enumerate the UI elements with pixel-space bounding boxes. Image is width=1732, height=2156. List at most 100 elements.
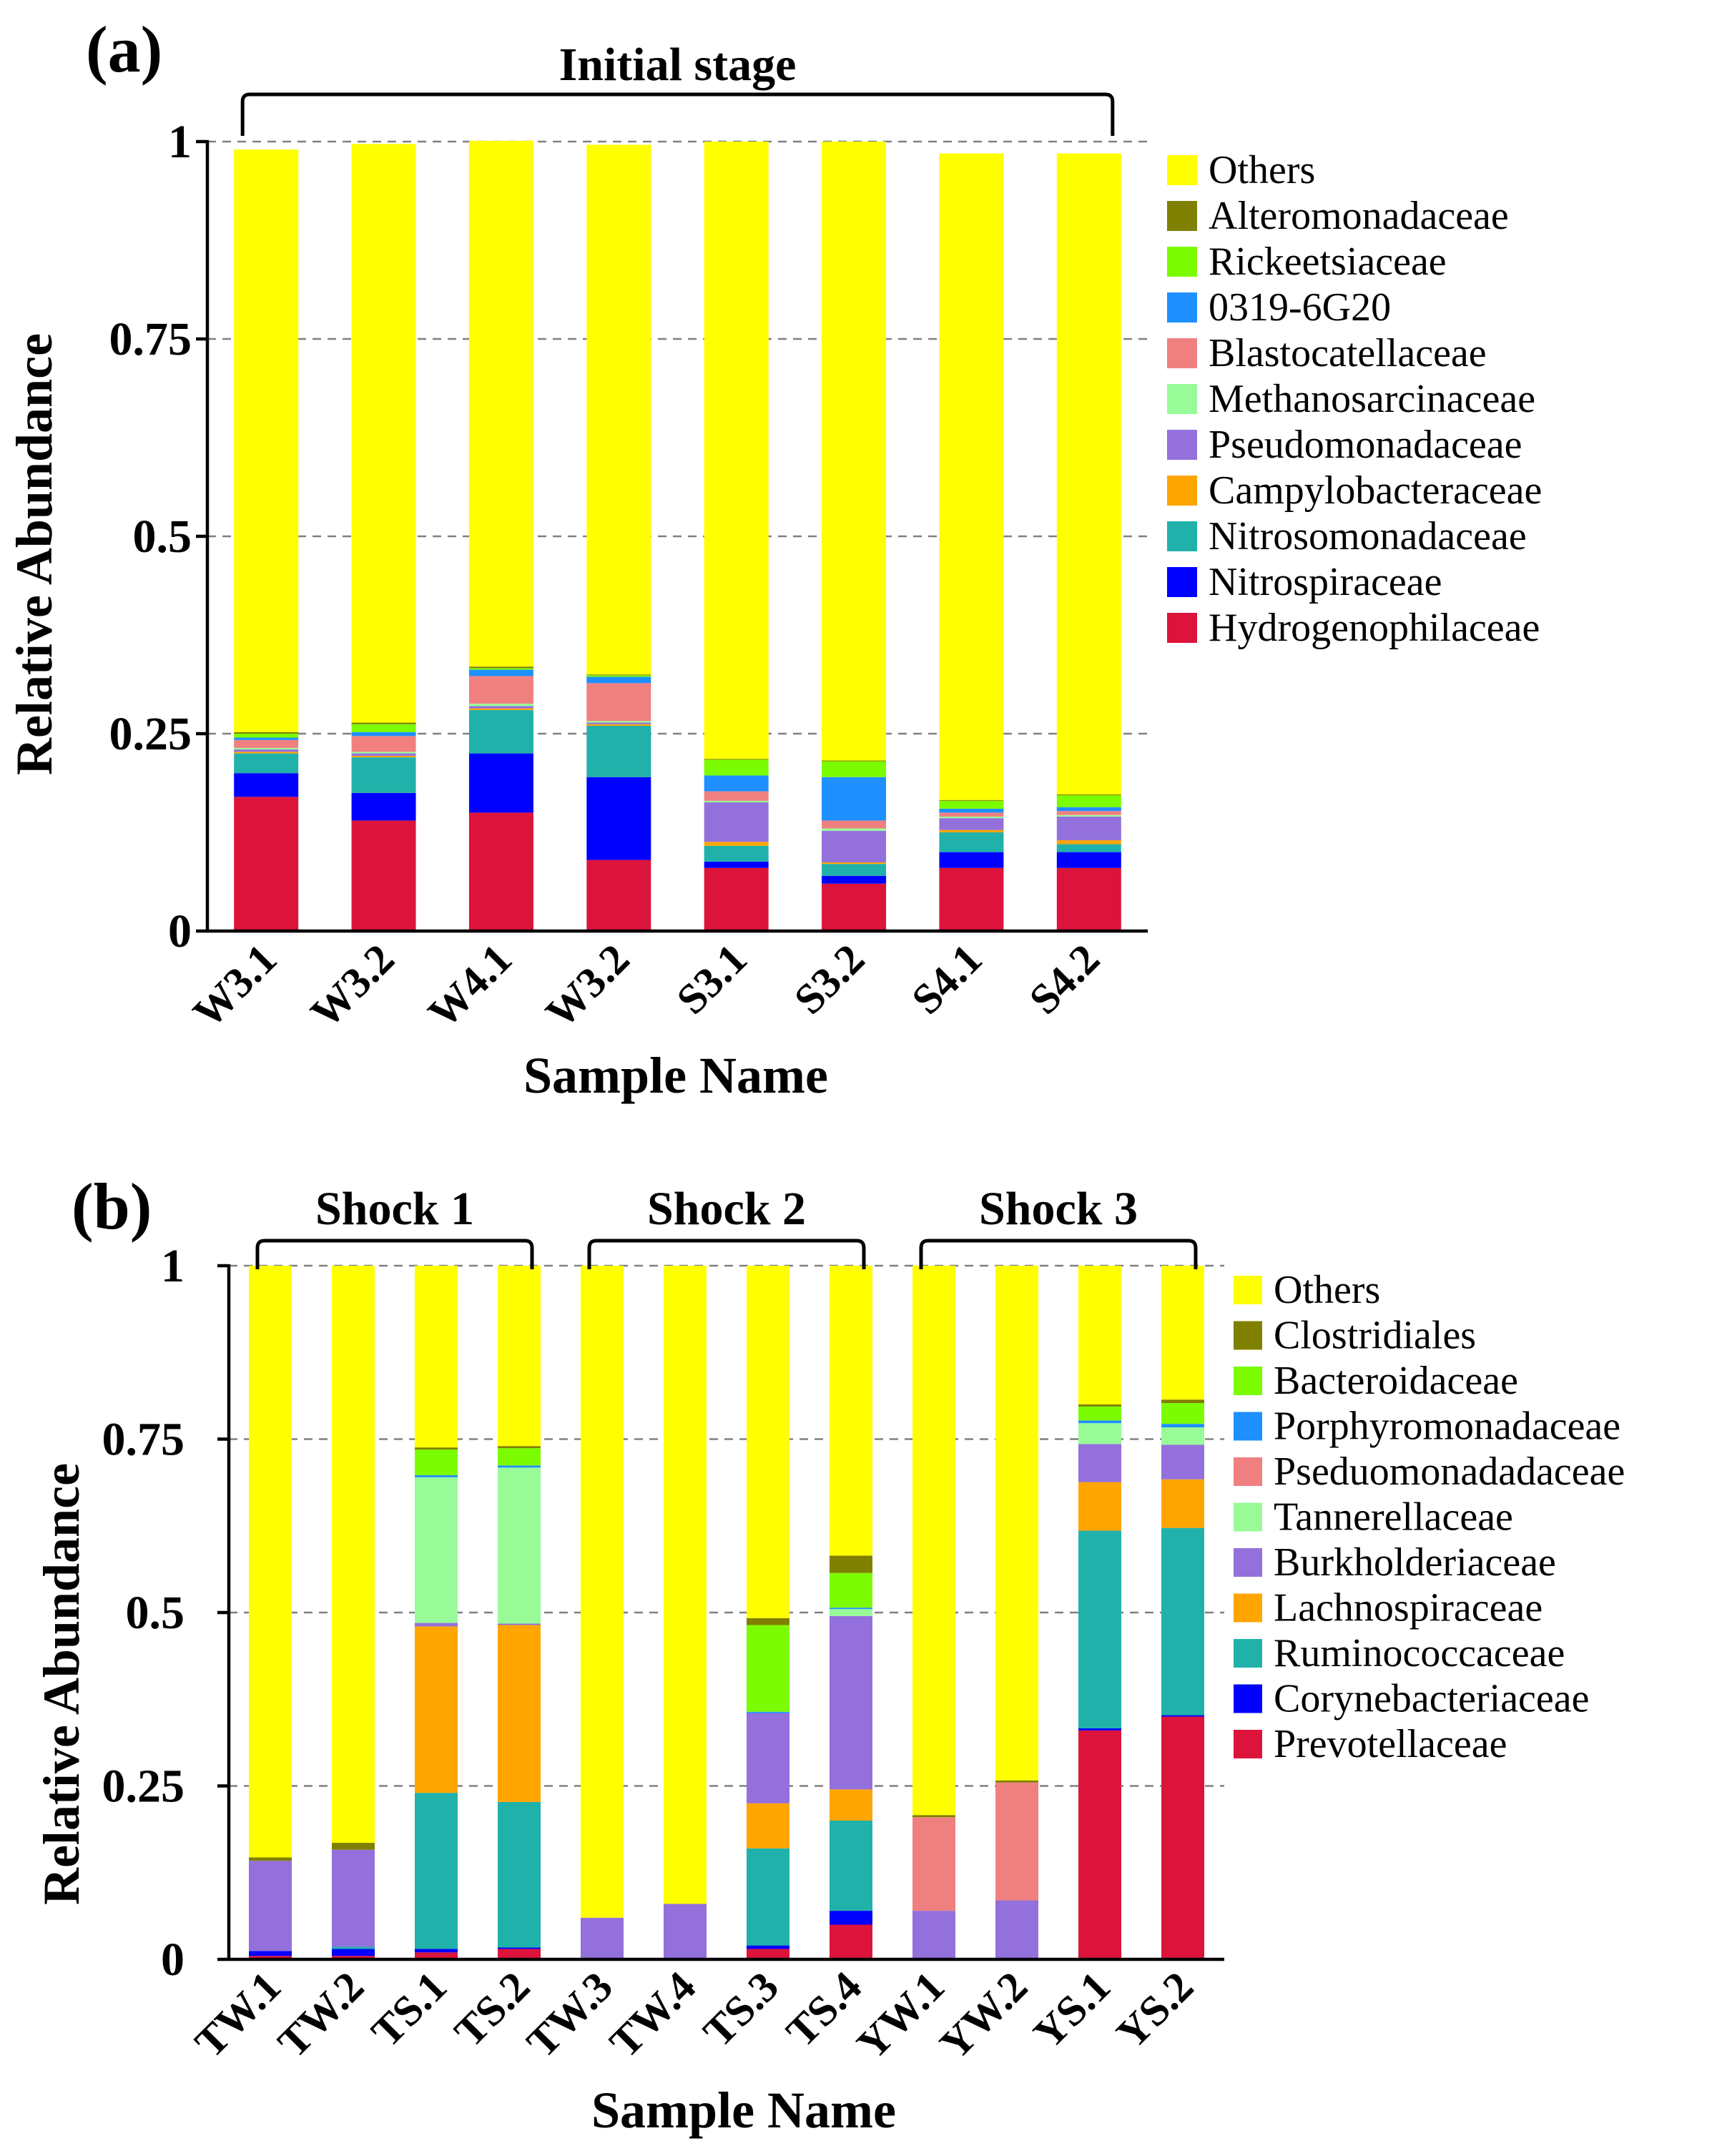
legend-swatch xyxy=(1167,201,1197,231)
bar-segment xyxy=(249,1956,292,1959)
panel-label: (a) xyxy=(86,13,162,86)
x-tick-label: YS.2 xyxy=(1107,1963,1202,2058)
bar-segment xyxy=(704,142,769,759)
legend-label: Ruminococcaceae xyxy=(1274,1631,1565,1675)
bar-segment xyxy=(1161,1716,1204,1959)
bar-segment xyxy=(1078,1482,1121,1531)
bar-segment xyxy=(704,775,769,792)
legend-label: Burkholderiaceae xyxy=(1274,1540,1556,1585)
bar-segment xyxy=(912,1911,955,1959)
bar-segment xyxy=(351,820,416,931)
bar-segment xyxy=(332,1946,375,1949)
bar-segment xyxy=(498,1623,541,1625)
bar-segment xyxy=(1161,1427,1204,1445)
bar-segment xyxy=(498,1467,541,1624)
bar-segment xyxy=(939,808,1004,813)
bar-segment xyxy=(704,802,769,842)
bar-segment xyxy=(939,832,1004,852)
x-tick-label: YS.1 xyxy=(1024,1963,1119,2058)
x-tick-label: S3.2 xyxy=(785,935,873,1023)
bar-segment xyxy=(1078,1266,1121,1404)
x-axis-title: Sample Name xyxy=(523,1047,828,1104)
bar-segment xyxy=(586,721,651,723)
bar-segment xyxy=(1078,1404,1121,1407)
legend-swatch xyxy=(1167,155,1197,185)
legend-label: Bacteroidaceae xyxy=(1274,1359,1518,1403)
legend-swatch xyxy=(1234,1593,1262,1623)
legend-label: Corynebacteriaceae xyxy=(1274,1677,1589,1721)
legend-label: Blastocatellaceae xyxy=(1209,331,1487,375)
group-bracket xyxy=(919,1239,1198,1269)
bar-segment xyxy=(468,140,533,667)
bar-segment xyxy=(822,761,887,777)
bar-segment xyxy=(995,1782,1038,1901)
bar-segment xyxy=(822,830,887,862)
x-tick-label: W3.1 xyxy=(184,935,285,1037)
x-tick-label: YW.1 xyxy=(848,1963,954,2069)
bar-segment xyxy=(498,1947,541,1949)
y-tick-label: 0.25 xyxy=(102,1761,185,1813)
bar-segment xyxy=(1161,1527,1204,1716)
bar-segment xyxy=(249,1951,292,1956)
bar-segment xyxy=(830,1615,872,1790)
legend-swatch xyxy=(1234,1730,1262,1758)
x-tick-label: YW.2 xyxy=(931,1963,1037,2069)
bar-segment xyxy=(234,773,299,797)
bar-segment xyxy=(586,144,651,675)
bar-segment xyxy=(664,1266,707,1904)
bar-segment xyxy=(939,852,1004,868)
bar-segment xyxy=(468,708,533,710)
bar-segment xyxy=(830,1608,872,1610)
bar-segment xyxy=(249,1266,292,1858)
bar-segment xyxy=(704,867,769,931)
x-tick-label: W4.1 xyxy=(419,935,521,1037)
bar-segment xyxy=(234,149,299,732)
bar-segment xyxy=(704,759,769,776)
legend-swatch xyxy=(1234,1276,1262,1304)
bar-segment xyxy=(830,1924,872,1959)
bar-segment xyxy=(912,1815,955,1818)
bar-segment xyxy=(1078,1530,1121,1728)
bar-segment xyxy=(332,1949,375,1956)
legend-label: Campylobacteraceae xyxy=(1209,468,1542,513)
bar-segment xyxy=(822,875,887,884)
bar-segment xyxy=(822,864,887,876)
bar-segment xyxy=(1056,840,1121,845)
bar-segment xyxy=(995,1266,1038,1781)
bar-segment xyxy=(704,800,769,803)
bar-segment xyxy=(234,732,299,734)
bar-segment xyxy=(939,812,1004,817)
bar-segment xyxy=(468,668,533,670)
legend-swatch xyxy=(1167,247,1197,277)
legend-label: Nitrospiraceae xyxy=(1209,560,1442,604)
legend-swatch xyxy=(1167,613,1197,643)
bar-segment xyxy=(939,830,1004,832)
bar-segment xyxy=(995,1780,1038,1783)
x-tick-label: TW.1 xyxy=(186,1963,290,2067)
bar-segment xyxy=(704,791,769,801)
x-tick-label: S3.1 xyxy=(668,935,756,1023)
bar-segment xyxy=(1161,1403,1204,1424)
y-tick-label: 1 xyxy=(161,1240,184,1292)
legend-label: Alteromonadaceae xyxy=(1209,194,1509,238)
bar-segment xyxy=(498,1949,541,1959)
bar-segment xyxy=(581,1917,624,1959)
bar-segment xyxy=(747,1848,789,1946)
bar-segment xyxy=(822,760,887,762)
group-label: Shock 1 xyxy=(315,1183,474,1235)
legend-label: Lachnospiraceae xyxy=(1274,1586,1542,1630)
bar-segment xyxy=(415,1449,458,1475)
legend-swatch xyxy=(1167,338,1197,368)
bar-segment xyxy=(822,142,887,761)
bar-segment xyxy=(1056,811,1121,815)
bar-segment xyxy=(468,812,533,931)
bar-segment xyxy=(912,1817,955,1911)
x-tick-label: TW.3 xyxy=(518,1963,621,2067)
bar-segment xyxy=(1056,816,1121,841)
bar-segment xyxy=(332,1266,375,1844)
bar-segment xyxy=(415,1793,458,1949)
y-tick-label: 0 xyxy=(168,905,192,958)
bar-segment xyxy=(1056,153,1121,795)
bar-segment xyxy=(1078,1444,1121,1482)
